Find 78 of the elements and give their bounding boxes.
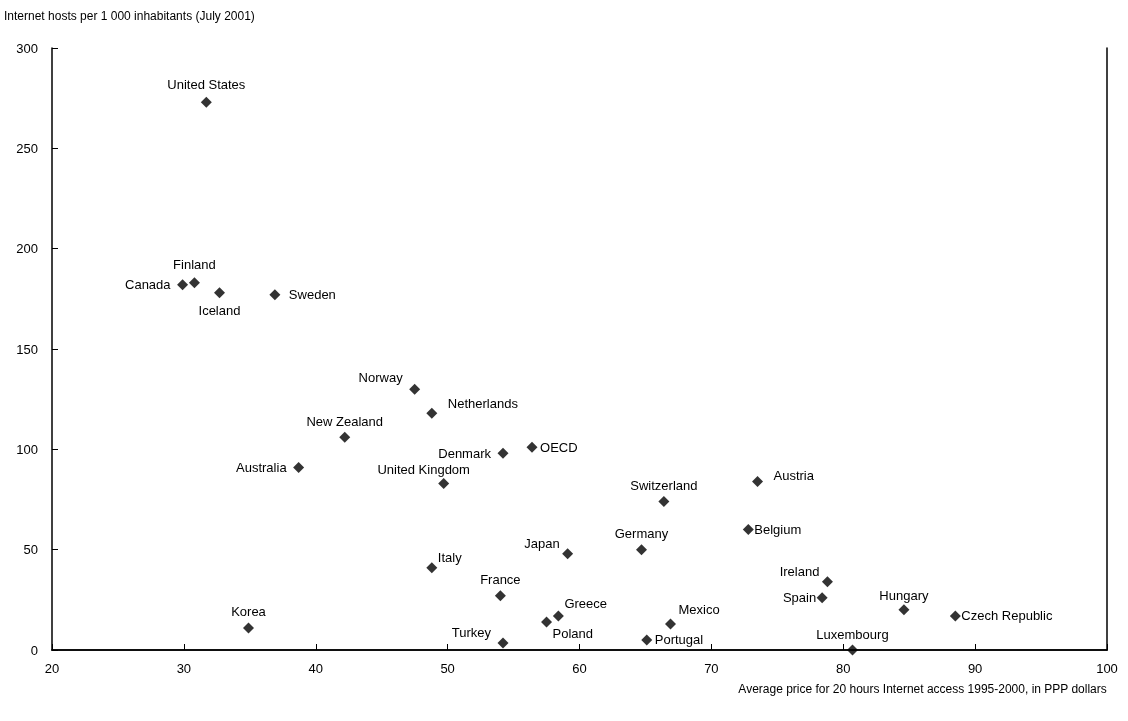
annotation: Italy <box>437 550 463 566</box>
y-tick-label: 100 <box>16 441 38 457</box>
y-axis-title: Internet hosts per 1 000 inhabitants (July 2001) <box>4 9 255 23</box>
point <box>816 592 828 604</box>
annotation: Japan <box>524 536 560 552</box>
annotation: OECD <box>540 439 578 455</box>
point <box>898 604 910 616</box>
point <box>497 637 509 649</box>
point <box>438 477 450 489</box>
y-tick-label: 150 <box>16 341 38 357</box>
annotation: United States <box>167 76 246 92</box>
x-axis-title: Average price for 20 hours Internet access 1995-2000, in PPP dollars <box>738 682 1107 696</box>
point <box>846 644 858 656</box>
annotation: United Kingdom <box>377 461 470 477</box>
annotation: Poland <box>552 626 594 642</box>
point <box>200 96 212 108</box>
annotation: Luxembourg <box>816 626 889 642</box>
point <box>949 610 961 622</box>
point <box>213 287 225 299</box>
x-tick-label: 90 <box>967 661 983 676</box>
annotation: Czech Republic <box>961 608 1053 624</box>
annotation: Switzerland <box>630 478 698 494</box>
annotation: Hungary <box>879 588 929 604</box>
annotation: Finland <box>173 257 216 273</box>
x-tick-label: 40 <box>308 661 323 676</box>
annotation: Portugal <box>654 632 704 648</box>
annotation: Netherlands <box>447 395 519 411</box>
x-tick-label: 70 <box>704 661 719 676</box>
point <box>526 441 538 453</box>
annotation: Greece <box>564 596 608 612</box>
annotation: Austria <box>773 467 815 483</box>
point <box>339 431 351 443</box>
annotation: Germany <box>614 526 669 542</box>
x-tick-label: 60 <box>572 661 587 676</box>
x-tick-label: 50 <box>440 661 455 676</box>
point <box>552 610 564 622</box>
point <box>426 562 438 574</box>
point <box>497 447 509 459</box>
x-tick-label: 100 <box>1096 661 1118 676</box>
annotation: Turkey <box>451 625 492 641</box>
x-tick-label: 80 <box>836 661 851 676</box>
point <box>664 618 676 630</box>
point <box>188 277 200 289</box>
y-tick-label: 200 <box>16 241 38 257</box>
point <box>409 383 421 395</box>
y-tick-label: 300 <box>16 40 38 56</box>
y-tick-label: 0 <box>30 642 38 658</box>
point <box>293 461 305 473</box>
annotation: Korea <box>231 604 267 620</box>
annotation: Mexico <box>678 602 720 618</box>
point <box>269 289 281 301</box>
point <box>426 407 438 419</box>
x-tick-label: 30 <box>176 661 192 676</box>
point <box>541 616 553 628</box>
annotation: Sweden <box>288 287 336 303</box>
point <box>658 496 670 508</box>
point <box>641 634 653 646</box>
x-tick-label: 20 <box>44 661 60 676</box>
point <box>635 544 647 556</box>
point <box>177 279 189 291</box>
point <box>821 576 833 588</box>
annotation: France <box>480 572 521 588</box>
annotation: Denmark <box>438 445 492 461</box>
annotation: Canada <box>125 277 172 293</box>
annotation: Belgium <box>754 522 802 538</box>
annotation: Ireland <box>779 564 820 580</box>
y-tick-label: 250 <box>16 140 38 156</box>
point <box>562 548 574 560</box>
point <box>742 524 754 536</box>
annotation: Australia <box>236 459 288 475</box>
point <box>752 475 764 487</box>
annotation: Norway <box>358 369 404 385</box>
y-tick-label: 50 <box>23 542 38 558</box>
annotation: Iceland <box>198 303 241 319</box>
point <box>242 622 254 634</box>
annotation: New Zealand <box>306 413 384 429</box>
point <box>494 590 506 602</box>
annotation: Spain <box>782 590 817 606</box>
